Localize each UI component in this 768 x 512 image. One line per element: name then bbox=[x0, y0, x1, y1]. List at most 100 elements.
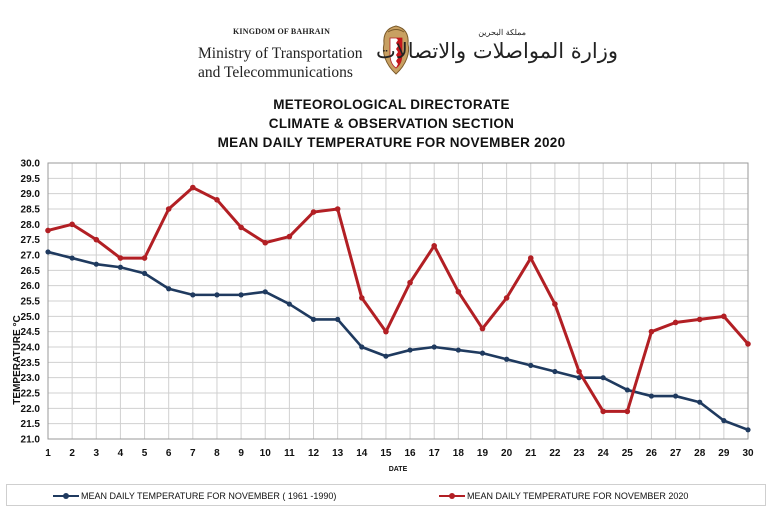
data-point-2020 bbox=[745, 341, 751, 347]
data-point-normal bbox=[238, 292, 244, 298]
data-point-normal bbox=[45, 249, 51, 255]
data-point-normal bbox=[69, 255, 75, 261]
y-tick-label: 27.5 bbox=[21, 235, 41, 246]
data-point-2020 bbox=[214, 197, 220, 203]
series-line-normal bbox=[47, 250, 749, 432]
legend-item-2020: MEAN DAILY TEMPERATURE FOR NOVEMBER 2020 bbox=[439, 490, 688, 502]
y-tick-label: 24.5 bbox=[21, 327, 41, 338]
data-point-normal bbox=[141, 270, 148, 276]
data-point-normal bbox=[552, 368, 558, 375]
x-tick-label: 2 bbox=[69, 448, 75, 459]
x-tick-label: 14 bbox=[356, 448, 368, 459]
temperature-line-chart: 21.0 21.5 22.0 22.5 23.0 23.5 24.0 24.5 25.0 25.5… bbox=[12, 159, 754, 474]
data-point-2020 bbox=[503, 295, 510, 301]
data-point-2020 bbox=[624, 408, 631, 415]
series-line-2020 bbox=[47, 186, 750, 413]
legend: MEAN DAILY TEMPERATURE FOR NOVEMBER ( 19… bbox=[6, 484, 766, 506]
ministry-line-1: Ministry of Transportation bbox=[198, 45, 363, 62]
legend-swatch-2020 bbox=[439, 490, 465, 502]
data-point-2020 bbox=[672, 319, 679, 326]
x-tick-label: 17 bbox=[429, 448, 441, 459]
data-point-2020 bbox=[479, 325, 486, 332]
data-point-normal bbox=[479, 350, 486, 356]
x-tick-label: 8 bbox=[214, 448, 220, 459]
y-tick-label: 26.5 bbox=[21, 266, 41, 277]
chart-titles: METEOROLOGICAL DIRECTORATE CLIMATE & OBS… bbox=[0, 95, 768, 152]
data-point-2020 bbox=[455, 289, 462, 295]
data-point-2020 bbox=[334, 206, 341, 212]
arabic-ministry-label: وزارة المواصلات والاتصالات bbox=[376, 39, 618, 63]
data-point-2020 bbox=[431, 243, 438, 249]
data-point-normal bbox=[504, 356, 510, 362]
x-tick-label: 12 bbox=[308, 448, 320, 459]
data-point-normal bbox=[310, 316, 317, 322]
y-tick-label: 25.5 bbox=[21, 297, 41, 308]
x-tick-label: 15 bbox=[380, 448, 392, 459]
data-point-2020 bbox=[238, 224, 244, 231]
y-tick-label: 23.5 bbox=[21, 358, 41, 369]
data-point-normal bbox=[407, 347, 413, 353]
y-tick-label: 27.0 bbox=[21, 251, 41, 262]
x-tick-label: 20 bbox=[501, 448, 513, 459]
x-tick-label: 18 bbox=[453, 448, 465, 459]
x-tick-label: 19 bbox=[477, 448, 489, 459]
title-line-1: METEOROLOGICAL DIRECTORATE bbox=[273, 97, 510, 112]
data-point-normal bbox=[624, 387, 630, 393]
x-tick-label: 23 bbox=[573, 448, 585, 459]
y-tick-label: 24.0 bbox=[21, 343, 41, 354]
x-tick-label: 30 bbox=[742, 448, 754, 459]
data-point-2020 bbox=[93, 236, 100, 243]
data-point-2020 bbox=[721, 313, 727, 320]
data-point-2020 bbox=[648, 328, 655, 335]
ministry-name: Ministry of Transportation and Telecommu… bbox=[198, 44, 362, 82]
x-tick-label: 4 bbox=[118, 448, 124, 459]
grid bbox=[47, 162, 749, 440]
x-tick-label: 1 bbox=[45, 448, 51, 459]
x-axis-label: DATE bbox=[389, 466, 408, 473]
kingdom-label: KINGDOM OF BAHRAIN bbox=[233, 27, 331, 36]
y-tick-label: 30.0 bbox=[21, 159, 41, 170]
y-tick-label: 28.0 bbox=[21, 220, 41, 231]
data-point-2020 bbox=[117, 255, 124, 261]
data-point-normal bbox=[672, 393, 679, 399]
data-point-2020 bbox=[262, 239, 269, 246]
data-point-2020 bbox=[407, 279, 413, 286]
data-point-normal bbox=[93, 261, 99, 267]
x-tick-label: 3 bbox=[93, 448, 99, 459]
x-tick-label: 22 bbox=[549, 448, 561, 459]
x-tick-label: 5 bbox=[142, 448, 148, 459]
data-point-normal bbox=[262, 289, 268, 295]
y-tick-label: 26.0 bbox=[21, 281, 41, 292]
data-point-2020 bbox=[552, 301, 558, 307]
y-tick-label: 21.0 bbox=[21, 435, 41, 446]
y-tick-label: 25.0 bbox=[21, 312, 41, 323]
y-tick-label: 28.5 bbox=[21, 205, 41, 216]
y-tick-label: 22.5 bbox=[21, 389, 41, 400]
x-tick-label: 28 bbox=[694, 448, 706, 459]
arabic-ministry-name: مملكة البحرين وزارة المواصلات والاتصالات bbox=[376, 28, 618, 63]
data-point-2020 bbox=[576, 368, 582, 375]
data-point-2020 bbox=[600, 408, 606, 415]
plot-frame bbox=[47, 162, 749, 440]
data-point-2020 bbox=[45, 227, 51, 234]
legend-swatch-normal bbox=[53, 490, 79, 502]
data-point-normal bbox=[117, 264, 124, 270]
x-tick-label: 13 bbox=[332, 448, 344, 459]
title-line-3: MEAN DAILY TEMPERATURE FOR NOVEMBER 2020 bbox=[217, 135, 566, 150]
x-tick-label: 21 bbox=[525, 448, 537, 459]
data-point-2020 bbox=[69, 221, 75, 228]
y-tick-label: 21.5 bbox=[21, 419, 41, 430]
x-tick-label: 10 bbox=[260, 448, 272, 459]
data-point-normal bbox=[359, 344, 365, 350]
data-point-2020 bbox=[165, 206, 172, 212]
axes: 21.0 21.5 22.0 22.5 23.0 23.5 24.0 24.5 25.0 25.5… bbox=[21, 159, 754, 460]
x-tick-label: 25 bbox=[622, 448, 634, 459]
series bbox=[45, 184, 751, 433]
data-point-normal bbox=[455, 347, 461, 353]
data-point-normal bbox=[190, 292, 196, 298]
x-tick-label: 24 bbox=[598, 448, 610, 459]
data-point-normal bbox=[745, 427, 751, 433]
data-point-normal bbox=[697, 399, 703, 405]
x-tick-label: 11 bbox=[284, 448, 295, 459]
bahrain-coat-of-arms-icon bbox=[382, 25, 410, 75]
